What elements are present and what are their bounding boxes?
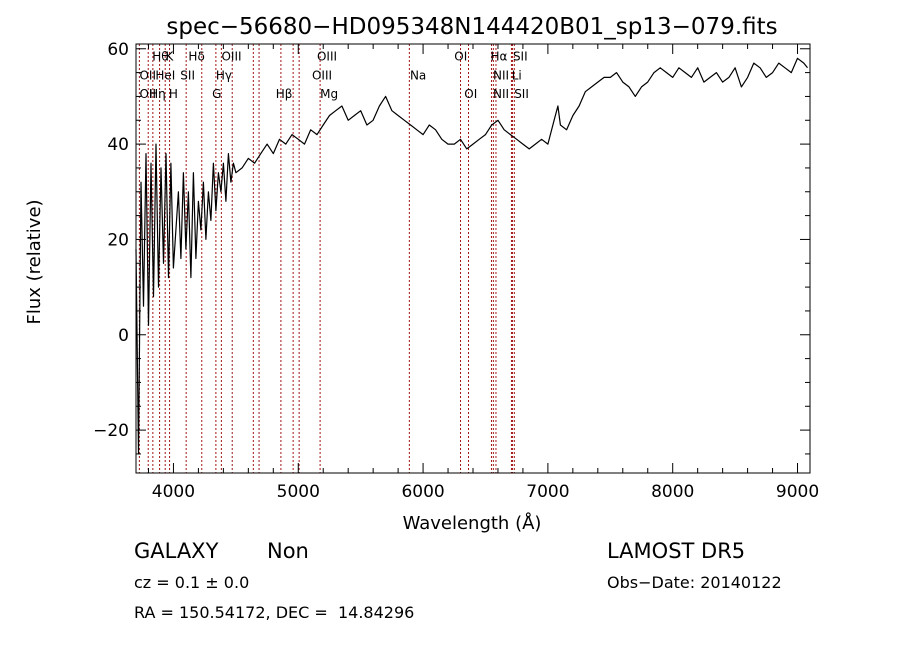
line-label: NII bbox=[493, 87, 509, 101]
y-axis-label: Flux (relative) bbox=[24, 199, 45, 324]
line-label: Mg bbox=[320, 87, 338, 101]
line-label: OIII bbox=[221, 50, 241, 64]
object-subclass: Non bbox=[267, 539, 309, 563]
line-label: H bbox=[169, 87, 178, 101]
axis-ticks bbox=[136, 44, 810, 473]
line-label: Hη bbox=[149, 87, 166, 101]
survey-name: LAMOST DR5 bbox=[607, 539, 746, 563]
redshift-cz: cz = 0.1 ± 0.0 bbox=[134, 573, 250, 592]
y-tick-label: 60 bbox=[107, 40, 129, 60]
y-tick-label: 0 bbox=[118, 326, 129, 346]
line-label: G bbox=[212, 87, 221, 101]
x-tick-label: 6000 bbox=[401, 482, 444, 502]
line-label: NII bbox=[493, 68, 509, 82]
x-tick-label: 4000 bbox=[152, 482, 195, 502]
x-axis-label: Wavelength (Å) bbox=[403, 512, 542, 534]
line-label: OI bbox=[454, 50, 467, 64]
series-line-0 bbox=[135, 57, 808, 455]
object-class: GALAXY bbox=[134, 539, 219, 563]
x-tick-label: 8000 bbox=[651, 482, 694, 502]
line-label: SII bbox=[180, 68, 195, 82]
x-tick-label: 7000 bbox=[526, 482, 569, 502]
line-label: Na bbox=[410, 68, 426, 82]
line-label: HeI bbox=[155, 68, 175, 82]
line-label: Li bbox=[512, 68, 522, 82]
line-label: Hα bbox=[490, 50, 507, 64]
line-label: OIII bbox=[317, 50, 337, 64]
x-tick-label: 5000 bbox=[277, 482, 320, 502]
line-label: SII bbox=[513, 50, 528, 64]
obs-date: Obs−Date: 20140122 bbox=[607, 573, 782, 592]
line-label: OI bbox=[464, 87, 477, 101]
x-tick-labels: 4000 5000 6000 7000 8000 9000 bbox=[152, 482, 819, 502]
line-label: OII bbox=[139, 87, 156, 101]
plot-frame bbox=[135, 43, 811, 474]
line-label: OIII bbox=[312, 68, 332, 82]
y-tick-labels: −20 0 20 40 60 bbox=[93, 40, 129, 441]
line-label: Hγ bbox=[216, 68, 232, 82]
series-layer bbox=[135, 57, 808, 455]
line-label: Hδ bbox=[188, 50, 204, 64]
chart-title: spec−56680−HD095348N144420B01_sp13−079.f… bbox=[166, 14, 777, 40]
y-tick-label: 20 bbox=[107, 230, 129, 250]
line-label: OII bbox=[139, 68, 156, 82]
line-label: Hβ bbox=[276, 87, 293, 101]
line-label: SII bbox=[514, 87, 529, 101]
x-tick-label: 9000 bbox=[776, 482, 819, 502]
y-tick-label: 40 bbox=[107, 135, 129, 155]
ra-dec: RA = 150.54172, DEC = 14.84296 bbox=[134, 603, 415, 622]
line-label: K bbox=[165, 50, 174, 64]
y-tick-label: −20 bbox=[93, 421, 129, 441]
line-label: Hθ bbox=[152, 50, 168, 64]
